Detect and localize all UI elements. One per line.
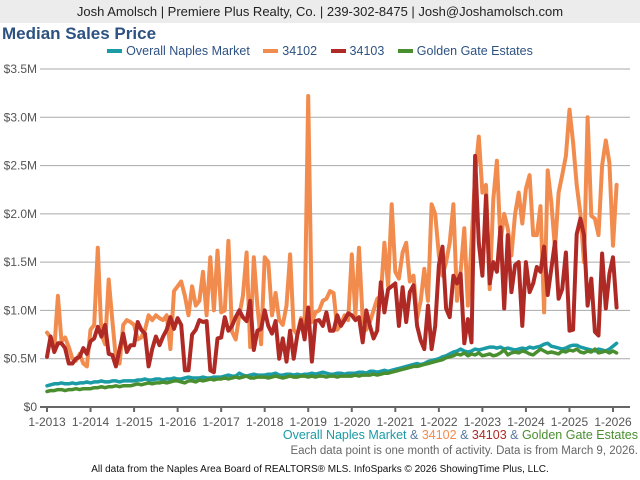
footer-credit: All data from the Naples Area Board of R… [91,464,549,475]
legend-item-34102[interactable]: 34102 [263,44,317,58]
series-line-overall-naples-market [45,341,619,388]
caption-amp: & [506,428,522,442]
series-line-34102 [45,94,619,369]
series-caption: Overall Naples Market & 34102 & 34103 & … [283,428,638,442]
legend-label: Overall Naples Market [126,44,250,58]
legend-label: Golden Gate Estates [416,44,533,58]
x-tick-label: 1-2024 [507,415,545,429]
x-tick-label: 1-2016 [159,415,197,429]
x-tick-label: 1-2021 [377,415,415,429]
legend-swatch [107,48,123,53]
caption-overall: Overall Naples Market [282,428,407,442]
y-tick-label: $2.5M [4,159,37,173]
x-tick-label: 1-2014 [72,415,110,429]
y-tick-label: $1.5M [4,255,37,269]
x-tick-label: 1-2013 [28,415,66,429]
x-tick-label: 1-2026 [594,415,632,429]
y-tick-label: $3.5M [4,62,37,76]
x-tick-label: 1-2022 [420,415,458,429]
y-tick-label: $2.0M [4,207,37,221]
x-tick-label: 1-2015 [115,415,153,429]
y-tick-label: $1.0M [4,303,37,317]
legend-label: 34102 [282,44,318,58]
legend-item-golden-gate[interactable]: Golden Gate Estates [397,44,533,58]
legend-item-34103[interactable]: 34103 [330,44,385,58]
chart-title: Median Sales Price [2,24,157,43]
contact-header: Josh Amolsch | Premiere Plus Realty, Co.… [0,0,640,23]
series-line-34103 [45,153,619,375]
y-tick-label: $3.0M [4,110,37,124]
caption-34102: 34102 [421,428,457,442]
legend-swatch [397,48,413,53]
x-tick-label: 1-2017 [202,415,240,429]
legend: Overall Naples Market 34102 34103 Golden… [0,44,640,58]
x-tick-label: 1-2025 [551,415,589,429]
data-note: Each data point is one month of activity… [290,445,638,457]
caption-34103: 34103 [471,428,507,442]
x-tick-label: 1-2019 [290,415,328,429]
x-tick-label: 1-2023 [464,415,502,429]
caption-amp: & [456,428,472,442]
legend-swatch [263,48,279,53]
y-tick-label: $0 [24,400,38,414]
x-tick-label: 1-2020 [333,415,371,429]
y-tick-label: $0.5M [4,352,37,366]
caption-golden-gate: Golden Gate Estates [521,428,638,442]
x-tick-label: 1-2018 [246,415,284,429]
legend-label: 34103 [349,44,385,58]
legend-swatch [330,48,346,53]
caption-amp: & [406,428,422,442]
series-line-golden-gate-estates [45,347,619,394]
legend-item-overall[interactable]: Overall Naples Market [107,44,250,58]
